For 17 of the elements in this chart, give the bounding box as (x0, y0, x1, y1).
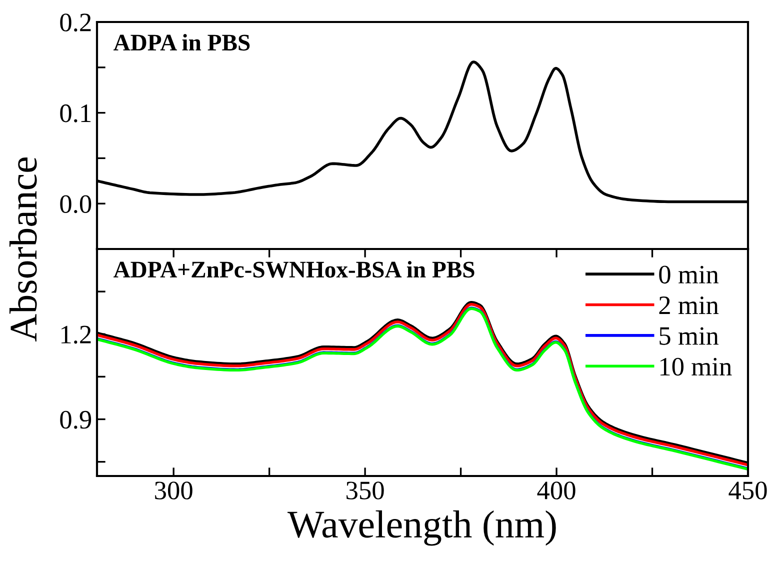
x-tick-label: 350 (346, 482, 384, 500)
annotation: ADPA in PBS (114, 34, 250, 51)
y-axis-title: Absorbance (9, 157, 37, 342)
x-axis-title: Wavelength (nm) (287, 510, 556, 546)
legend-label: 10 min (660, 358, 732, 376)
y-tick-label: 0.1 (60, 104, 91, 122)
annotation: ADPA+ZnPc-SWNHox-BSA in PBS (114, 260, 474, 278)
legend-label: 0 min (659, 266, 719, 284)
y-tick-label: 0.2 (60, 14, 91, 32)
x-tick-label: 300 (155, 482, 192, 500)
x-tick-label: 450 (728, 482, 767, 500)
legend-label: 2 min (659, 296, 719, 314)
y-tick-label: 0.0 (60, 195, 92, 214)
y-tick-label: 1.2 (61, 326, 91, 344)
x-tick-label: 400 (537, 482, 576, 500)
legend-label: 5 min (660, 327, 719, 345)
y-tick-label: 0.9 (60, 410, 92, 429)
